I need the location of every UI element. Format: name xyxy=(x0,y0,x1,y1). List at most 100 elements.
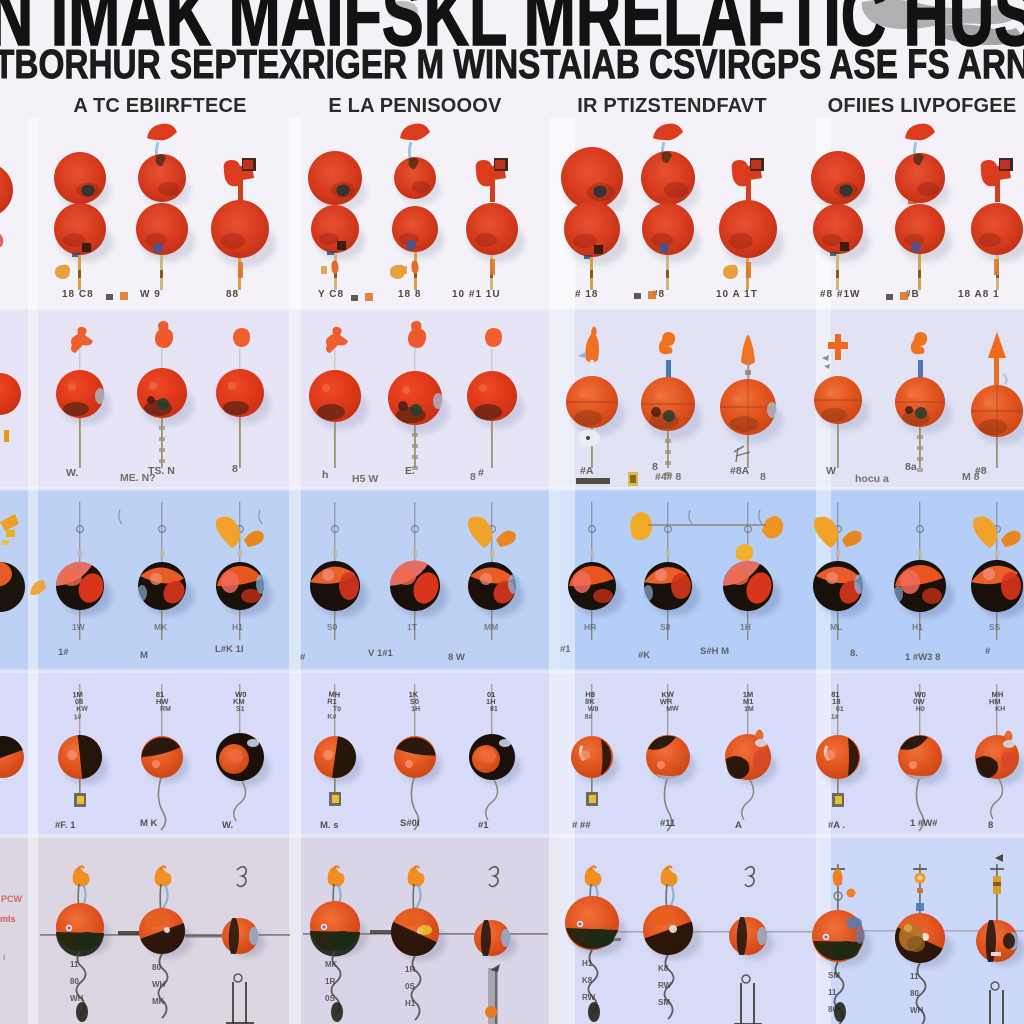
svg-text:1H: 1H xyxy=(486,697,496,706)
svg-text:mls: mls xyxy=(0,914,16,924)
svg-text:TS. N: TS. N xyxy=(148,465,175,477)
svg-text:H1: H1 xyxy=(405,999,416,1008)
svg-text:Y C8: Y C8 xyxy=(318,289,344,300)
svg-text:8: 8 xyxy=(232,463,238,475)
svg-text:1 #W#: 1 #W# xyxy=(910,818,938,829)
svg-text:KW: KW xyxy=(76,706,88,714)
svg-text:RW: RW xyxy=(582,993,596,1002)
svg-text:#4# 8: #4# 8 xyxy=(655,471,681,483)
svg-text:#: # xyxy=(300,652,306,663)
svg-text:8: 8 xyxy=(988,820,993,831)
svg-text:18 A8 1: 18 A8 1 xyxy=(958,289,1000,300)
svg-text:8: 8 xyxy=(652,461,658,473)
svg-text:80: 80 xyxy=(910,989,919,998)
svg-text:1#: 1# xyxy=(73,714,81,721)
svg-text:#B: #B xyxy=(905,289,920,300)
svg-text:1M: 1M xyxy=(744,706,754,713)
svg-text:L#K 1I: L#K 1I xyxy=(215,644,244,655)
svg-text:MK: MK xyxy=(325,960,338,969)
svg-text:10 A 1T: 10 A 1T xyxy=(716,289,758,300)
svg-text:80: 80 xyxy=(152,963,161,972)
svg-text:M 8: M 8 xyxy=(962,471,980,483)
svg-text:E.: E. xyxy=(405,465,415,477)
svg-text:W0: W0 xyxy=(914,690,926,700)
svg-text:1#: 1# xyxy=(58,647,69,658)
svg-text:11: 11 xyxy=(70,960,79,969)
svg-text:S8: S8 xyxy=(660,622,671,632)
svg-text:1W: 1W xyxy=(72,622,86,632)
svg-text:#11: #11 xyxy=(660,818,676,829)
svg-text:81: 81 xyxy=(831,690,839,699)
svg-text:#1: #1 xyxy=(478,820,489,831)
svg-text:A: A xyxy=(735,820,742,831)
svg-text:#8: #8 xyxy=(975,465,987,477)
svg-text:S0: S0 xyxy=(410,697,419,706)
svg-text:01: 01 xyxy=(487,690,495,699)
svg-text:H8: H8 xyxy=(585,690,595,699)
svg-text:WR: WR xyxy=(660,697,674,707)
svg-text:S0: S0 xyxy=(327,622,338,632)
svg-text:S1: S1 xyxy=(236,706,245,713)
svg-text:WH: WH xyxy=(70,994,84,1003)
svg-text:V 1#1: V 1#1 xyxy=(368,648,394,659)
svg-text:S#0I: S#0I xyxy=(400,818,420,829)
svg-text:8#: 8# xyxy=(584,714,592,721)
svg-text:08: 08 xyxy=(75,697,84,706)
svg-text:W.: W. xyxy=(222,820,233,831)
svg-text:#8A: #8A xyxy=(730,465,750,477)
svg-text:MK: MK xyxy=(154,622,168,632)
svg-text:PCW: PCW xyxy=(1,894,23,904)
svg-text:W.: W. xyxy=(66,467,78,479)
svg-text:ML: ML xyxy=(830,622,842,632)
svg-text:SM: SM xyxy=(828,971,840,980)
svg-text:80: 80 xyxy=(828,1005,837,1014)
svg-text:IR PTIZSTENDFAVT: IR PTIZSTENDFAVT xyxy=(577,95,767,117)
svg-text:MH: MH xyxy=(991,690,1003,699)
svg-text:ME. N?: ME. N? xyxy=(120,472,156,484)
svg-text:0S: 0S xyxy=(405,982,415,991)
svg-text:1M: 1M xyxy=(72,690,83,700)
svg-text:# ##: # ## xyxy=(572,820,591,831)
svg-text:H1: H1 xyxy=(912,622,923,632)
svg-text:0W: 0W xyxy=(913,697,926,707)
svg-text:1T: 1T xyxy=(407,622,418,632)
svg-text:H5 W: H5 W xyxy=(352,473,378,485)
svg-text:R1: R1 xyxy=(327,697,337,706)
svg-text:MW: MW xyxy=(666,705,679,713)
svg-text:0S: 0S xyxy=(325,994,335,1003)
svg-text:8 W: 8 W xyxy=(448,652,465,663)
svg-text:#8: #8 xyxy=(652,289,665,300)
svg-text:hocu a: hocu a xyxy=(855,473,889,485)
svg-text:11: 11 xyxy=(910,972,919,981)
svg-text:11: 11 xyxy=(828,988,837,997)
svg-text:KW: KW xyxy=(661,690,675,700)
svg-text:HR: HR xyxy=(584,622,596,632)
svg-text:8a: 8a xyxy=(905,461,917,473)
svg-text:K#: K# xyxy=(327,714,336,721)
svg-text:81: 81 xyxy=(490,706,498,713)
svg-text:RW: RW xyxy=(658,981,672,990)
svg-text:8.: 8. xyxy=(850,648,858,659)
svg-text:E LA PENISOOOV: E LA PENISOOOV xyxy=(328,95,502,117)
svg-text:#8 #1W: #8 #1W xyxy=(820,289,860,300)
svg-text:88: 88 xyxy=(226,289,239,300)
svg-text:#1: #1 xyxy=(560,644,571,655)
svg-text:A TC EBIIRFTECE: A TC EBIIRFTECE xyxy=(73,95,246,117)
svg-text:#: # xyxy=(985,646,991,657)
svg-text:W 9: W 9 xyxy=(140,289,161,300)
svg-text:h: h xyxy=(322,469,328,481)
svg-text:8: 8 xyxy=(760,471,766,483)
svg-text:#F. 1: #F. 1 xyxy=(55,820,76,831)
svg-text:KM: KM xyxy=(233,697,245,706)
svg-text:RM: RM xyxy=(160,706,171,713)
svg-text:1H: 1H xyxy=(411,706,420,713)
svg-text:i: i xyxy=(3,953,5,962)
svg-text:W8: W8 xyxy=(588,706,599,713)
svg-text:K8: K8 xyxy=(582,976,593,985)
svg-text:K8: K8 xyxy=(658,964,669,973)
svg-text:N IMAK MAIFSKL MRELAFTIC HUS: N IMAK MAIFSKL MRELAFTIC HUS xyxy=(0,0,1024,64)
svg-text:1R: 1R xyxy=(405,965,415,974)
svg-text:1H: 1H xyxy=(740,622,751,632)
svg-text:80: 80 xyxy=(70,977,79,986)
svg-text:1K: 1K xyxy=(408,690,418,699)
